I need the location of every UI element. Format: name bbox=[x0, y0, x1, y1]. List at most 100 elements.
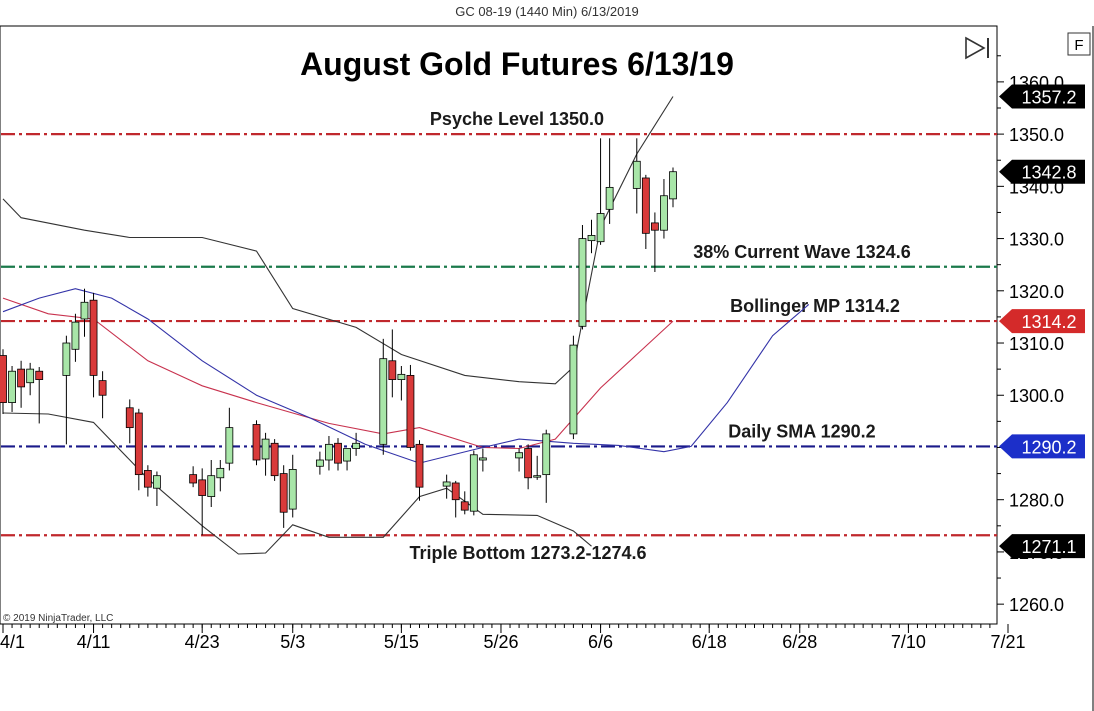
price-badge: 1342.8 bbox=[999, 159, 1085, 184]
y-tick-label: 1300.0 bbox=[1009, 386, 1064, 406]
candle bbox=[261, 438, 270, 460]
candle bbox=[533, 475, 542, 478]
price-badge-shape bbox=[999, 534, 1085, 559]
x-tick-label: 4/1 bbox=[0, 632, 25, 652]
candle bbox=[225, 427, 234, 464]
price-badge: 1357.2 bbox=[999, 84, 1085, 109]
candle bbox=[406, 374, 415, 448]
candle bbox=[515, 452, 523, 459]
candle bbox=[660, 195, 668, 231]
candle bbox=[650, 222, 659, 231]
candle bbox=[596, 213, 605, 243]
price-badge-label: 1314.2 bbox=[1021, 312, 1076, 332]
candle bbox=[252, 424, 261, 461]
level-annotation: Psyche Level 1350.0 bbox=[430, 109, 604, 129]
play-pause-icon-triangle bbox=[965, 36, 986, 60]
candle bbox=[524, 448, 533, 479]
candle bbox=[542, 433, 551, 476]
candle bbox=[669, 171, 677, 200]
x-tick-label: 5/15 bbox=[384, 632, 419, 652]
x-tick-label: 5/3 bbox=[280, 632, 305, 652]
x-tick-label: 5/26 bbox=[483, 632, 518, 652]
candle bbox=[189, 474, 198, 484]
chart-title: August Gold Futures 6/13/19 bbox=[300, 46, 734, 82]
price-badge-label: 1271.1 bbox=[1021, 537, 1076, 557]
y-tick-label: 1260.0 bbox=[1009, 595, 1064, 615]
candle bbox=[17, 368, 26, 388]
copyright-text: © 2019 NinjaTrader, LLC bbox=[3, 613, 113, 624]
candle bbox=[605, 186, 614, 210]
candle bbox=[334, 442, 342, 464]
y-tick-label: 1330.0 bbox=[1009, 230, 1064, 250]
candle bbox=[569, 344, 578, 435]
x-tick-label: 6/6 bbox=[588, 632, 613, 652]
candle bbox=[62, 342, 71, 376]
candle bbox=[578, 238, 587, 327]
y-tick-label: 1350.0 bbox=[1009, 125, 1064, 145]
x-tick-label: 6/28 bbox=[782, 632, 817, 652]
candle bbox=[207, 475, 216, 497]
price-badge-shape bbox=[999, 309, 1085, 334]
candle bbox=[216, 467, 225, 479]
candle bbox=[325, 443, 333, 461]
price-badge-label: 1342.8 bbox=[1021, 163, 1076, 183]
price-badge-label: 1357.2 bbox=[1021, 88, 1076, 108]
candle bbox=[352, 442, 361, 449]
window-caption: GC 08-19 (1440 Min) 6/13/2019 bbox=[455, 4, 639, 19]
candle bbox=[279, 473, 288, 513]
f-button-label: F bbox=[1074, 37, 1083, 54]
candle bbox=[641, 177, 650, 234]
price-badge-shape bbox=[999, 434, 1085, 459]
level-annotation: Daily SMA 1290.2 bbox=[728, 421, 875, 441]
plot-area-frame bbox=[0, 25, 998, 625]
x-tick-label: 4/11 bbox=[77, 632, 111, 652]
candle bbox=[198, 479, 207, 496]
price-badge-shape bbox=[999, 84, 1085, 109]
candle bbox=[343, 448, 351, 462]
candle bbox=[451, 482, 460, 501]
candle bbox=[379, 358, 388, 445]
candle bbox=[587, 235, 596, 242]
indicator-line bbox=[2, 96, 674, 385]
x-tick-label: 4/23 bbox=[185, 632, 220, 652]
candle bbox=[442, 481, 451, 487]
candle bbox=[315, 459, 324, 467]
candle bbox=[388, 360, 397, 380]
candle bbox=[98, 380, 107, 396]
candle bbox=[0, 355, 7, 403]
level-annotation: 38% Current Wave 1324.6 bbox=[693, 242, 910, 262]
candle bbox=[288, 469, 297, 510]
candle bbox=[134, 412, 143, 476]
y-tick-label: 1310.0 bbox=[1009, 334, 1064, 354]
candle bbox=[397, 373, 406, 380]
candle bbox=[125, 407, 134, 429]
candle bbox=[80, 301, 89, 320]
level-annotation: Bollinger MP 1314.2 bbox=[730, 296, 900, 316]
level-annotation: Triple Bottom 1273.2-1274.6 bbox=[409, 543, 646, 563]
price-badge-shape bbox=[999, 159, 1085, 184]
x-tick-label: 6/18 bbox=[692, 632, 727, 652]
y-tick-label: 1280.0 bbox=[1009, 491, 1064, 511]
price-badge-label: 1290.2 bbox=[1021, 437, 1076, 457]
candle bbox=[35, 370, 44, 380]
candle bbox=[270, 442, 279, 477]
candle bbox=[460, 501, 469, 511]
candle bbox=[8, 370, 16, 403]
x-tick-label: 7/10 bbox=[891, 632, 926, 652]
f-button[interactable]: F bbox=[1067, 32, 1091, 56]
candle bbox=[632, 160, 641, 189]
candle bbox=[153, 475, 161, 489]
price-badge: 1271.1 bbox=[999, 534, 1085, 559]
candle bbox=[71, 321, 80, 350]
y-tick-label: 1320.0 bbox=[1009, 282, 1064, 302]
play-pause-icon[interactable] bbox=[965, 36, 989, 60]
candle bbox=[143, 470, 152, 488]
x-tick-label: 7/21 bbox=[990, 632, 1025, 652]
price-badge: 1314.2 bbox=[999, 309, 1085, 334]
indicator-line bbox=[2, 412, 592, 555]
candle bbox=[478, 457, 487, 461]
candle bbox=[26, 368, 35, 384]
candle bbox=[469, 454, 478, 512]
candle bbox=[89, 299, 98, 376]
